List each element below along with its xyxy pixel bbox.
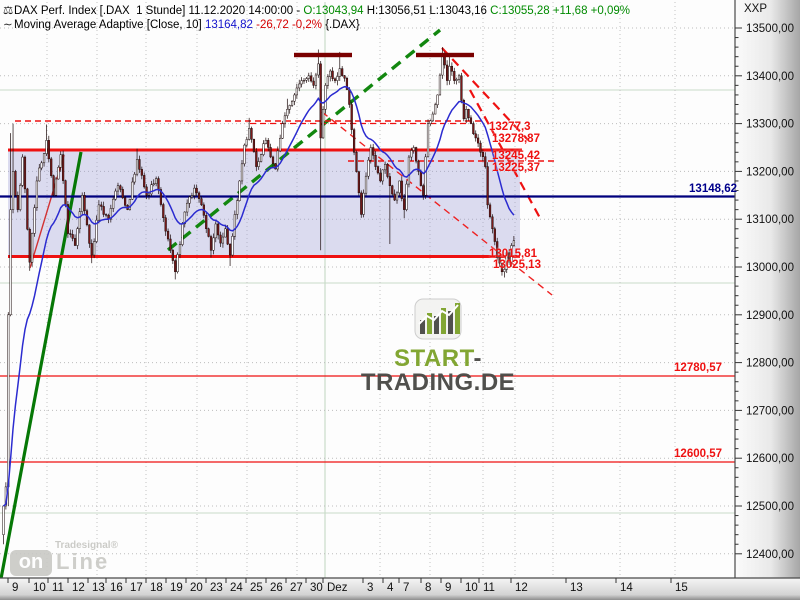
plot-area[interactable] [0, 0, 735, 578]
low-value: L:13043,16 [429, 5, 487, 17]
resistance-marker [416, 52, 474, 58]
x-axis-label: 4 [387, 582, 394, 594]
watermark-text: START-TRADING.DE [360, 345, 516, 396]
close-value: C:13055,28 [490, 5, 550, 17]
x-axis-label: 27 [290, 582, 303, 594]
x-axis-label: 24 [230, 582, 243, 594]
x-axis-label: 9 [445, 582, 451, 594]
price-level-label-13278,87: 13278,87 [492, 133, 540, 145]
indicator-value: 13164,82 [204, 19, 253, 31]
y-axis-label: 13000,00 [746, 262, 794, 274]
price-level-label-13148,62: 13148,62 [689, 183, 737, 195]
open-value: O:13043,94 [303, 5, 364, 17]
tradesignal-line-logo: Line [56, 549, 110, 574]
tradesignal-on-logo: on [10, 550, 52, 576]
x-axis-label: 13 [570, 582, 583, 594]
y-axis-label: 12800,00 [746, 358, 794, 370]
x-axis-label: 25 [250, 582, 263, 594]
price-axis[interactable]: 13500,00 13400,00 13300,00 13200,00 13100,00… [734, 0, 800, 600]
x-axis-label: 8 [425, 582, 431, 594]
wave-icon: ∼ [3, 19, 13, 31]
x-axis-label: 16 [110, 582, 123, 594]
instrument-icon: ⚖ [3, 5, 14, 17]
y-axis-label: 12700,00 [746, 405, 794, 417]
x-axis-label: 30 [310, 582, 323, 594]
x-axis-label: 9 [12, 582, 18, 594]
x-axis-label: 11 [52, 582, 64, 594]
y-axis-label: 13400,00 [746, 71, 794, 83]
x-axis-label: 7 [403, 582, 409, 594]
time-axis[interactable]: 9 10 11 12 13 16 17 18 19 20 23 24 25 26 27 30 Dez 3 4 7 8 9 1… [0, 577, 800, 600]
x-axis-label: 26 [270, 582, 283, 594]
x-axis-label: 15 [675, 582, 688, 594]
red-falling-dashed-1 [441, 47, 529, 141]
indicator-symbol: {.DAX} [325, 19, 360, 31]
price-level-label-13025,13: 13025,13 [493, 259, 541, 271]
price-level-label-12600,57: 12600,57 [674, 448, 722, 460]
change-abs: +11,68 [552, 5, 588, 17]
x-axis-label: 17 [130, 582, 143, 594]
x-axis-label: 12 [515, 582, 528, 594]
instrument-header: ⚖DAX Perf. Index [.DAX 1 Stunde] 11.12.2… [3, 3, 630, 17]
x-axis-label: 12 [72, 582, 85, 594]
start-trading-watermark: START-TRADING.DE [318, 298, 558, 395]
indicator-name: Moving Average Adaptive [Close, 10] [14, 19, 202, 31]
axis-unit-label: XXP [744, 3, 768, 15]
y-axis-label: 12600,00 [746, 453, 794, 465]
indicator-change-abs: -26,72 [256, 19, 289, 31]
y-axis-label: 13500,00 [746, 23, 794, 35]
price-level-label-12780,57: 12780,57 [674, 362, 722, 374]
y-axis-label: 13100,00 [746, 214, 794, 226]
gridlines [0, 2, 735, 578]
high-value: H:13056,51 [366, 5, 427, 17]
tradesignal-label: Tradesignal® [55, 540, 118, 551]
x-axis-label: 11 [483, 582, 495, 594]
y-axis-label: 13200,00 [746, 166, 794, 178]
price-level-label-13015,81: 13015,81 [489, 248, 537, 260]
resistance-marker [294, 52, 352, 58]
x-axis-label: 3 [367, 582, 373, 594]
x-axis-label: 20 [190, 582, 203, 594]
y-axis-label: 12500,00 [746, 501, 794, 513]
green-rising-dashed [166, 28, 442, 252]
y-axis-label: 12400,00 [746, 549, 794, 561]
bar-chart-logo-icon [414, 298, 462, 340]
x-axis-label: 23 [210, 582, 223, 594]
price-level-label-13245,42: 13245,42 [492, 150, 540, 162]
instrument-title: DAX Perf. Index [.DAX 1 Stunde] 11.12.20… [14, 5, 301, 17]
x-axis-label: 14 [620, 582, 633, 594]
x-axis-label: 19 [170, 582, 183, 594]
x-axis-label: Dez [327, 582, 348, 594]
x-axis-label: 13 [92, 582, 105, 594]
moving-average-line [3, 85, 515, 507]
indicator-change-pct: -0,2% [291, 19, 322, 31]
y-axis-label: 13300,00 [746, 119, 794, 131]
x-axis-label: 10 [33, 582, 46, 594]
shaded-range-zone [8, 150, 520, 256]
price-level-label-13277,3: 13277,3 [489, 121, 531, 133]
red-falling-dashed-long [321, 111, 553, 296]
x-axis-label: 18 [150, 582, 163, 594]
x-axis-label: 10 [465, 582, 478, 594]
indicator-header: ∼Moving Average Adaptive [Close, 10] 131… [3, 17, 360, 31]
y-axis-label: 12900,00 [746, 310, 794, 322]
price-level-label-13225,37: 13225,37 [492, 162, 540, 174]
change-pct: +0,09% [590, 5, 630, 17]
